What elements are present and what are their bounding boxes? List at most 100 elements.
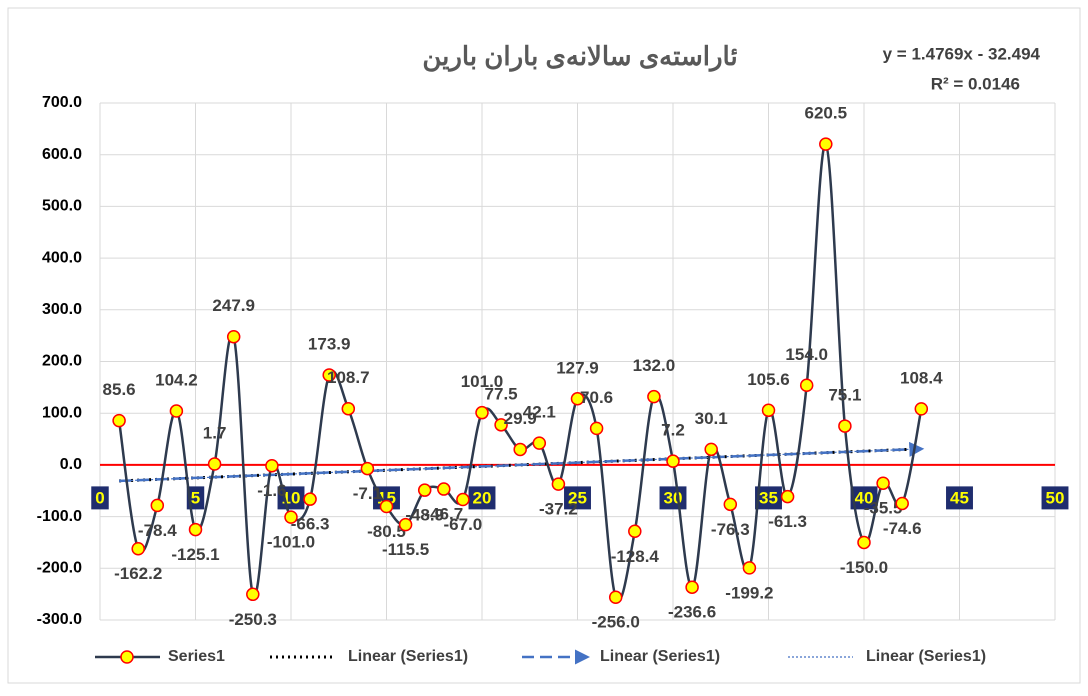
marker bbox=[322, 368, 336, 382]
marker bbox=[112, 413, 126, 428]
data-label: 7.2 bbox=[661, 421, 685, 440]
data-label: -76.3 bbox=[711, 520, 750, 539]
marker bbox=[914, 402, 929, 416]
data-label: 1.7 bbox=[203, 424, 227, 443]
y-tick-label: -200.0 bbox=[37, 560, 82, 577]
legend-label: Linear (Series1) bbox=[600, 648, 720, 665]
marker bbox=[494, 418, 508, 432]
data-label: -37.2 bbox=[539, 500, 578, 519]
y-tick-label: 300.0 bbox=[42, 301, 82, 318]
data-label: -67.0 bbox=[444, 515, 483, 534]
x-tick-label-bg bbox=[755, 486, 782, 510]
trend-equation: y = 1.4769x - 32.494 bbox=[883, 44, 1041, 63]
data-label: -162.2 bbox=[114, 564, 162, 583]
marker bbox=[284, 510, 298, 524]
data-label: -1.6 bbox=[257, 481, 286, 500]
data-label: -150.0 bbox=[840, 558, 888, 577]
x-tick-label: 20 bbox=[473, 488, 492, 507]
data-label: 104.2 bbox=[155, 371, 198, 390]
marker bbox=[513, 442, 527, 457]
x-tick-label-bg bbox=[850, 486, 878, 510]
legend: Series1 Linear (Series1) Linear (Series1) L… bbox=[95, 648, 986, 665]
marker bbox=[417, 483, 432, 497]
data-label: -250.3 bbox=[229, 610, 277, 629]
marker bbox=[265, 458, 279, 473]
data-label: 77.5 bbox=[485, 384, 518, 403]
data-label: 247.9 bbox=[212, 296, 255, 315]
y-tick-label: 500.0 bbox=[42, 198, 82, 215]
marker bbox=[799, 378, 814, 393]
marker bbox=[551, 477, 566, 491]
marker bbox=[628, 524, 642, 539]
x-tick-label-bg bbox=[373, 486, 400, 510]
trend-r2: R² = 0.0146 bbox=[931, 74, 1020, 93]
chart-border bbox=[7, 7, 1081, 684]
marker bbox=[761, 403, 776, 418]
data-label: 75.1 bbox=[828, 386, 861, 405]
marker bbox=[723, 497, 738, 512]
data-label: 29.9 bbox=[504, 409, 537, 428]
x-tick-label-bg bbox=[91, 486, 109, 510]
x-tick-label-bg bbox=[1041, 486, 1069, 510]
marker bbox=[360, 461, 375, 476]
data-label: 108.7 bbox=[327, 368, 370, 387]
x-tick-label: 25 bbox=[568, 488, 587, 507]
marker bbox=[780, 489, 795, 504]
x-tick-label-bg bbox=[946, 486, 973, 510]
x-tick-label: 0 bbox=[95, 488, 104, 507]
marker bbox=[589, 421, 604, 436]
data-label: 101.0 bbox=[461, 372, 504, 391]
marker bbox=[895, 496, 909, 511]
data-label: -74.6 bbox=[883, 519, 922, 538]
y-tick-label: -100.0 bbox=[37, 508, 82, 525]
data-label: -35.5 bbox=[864, 499, 903, 518]
marker bbox=[150, 498, 165, 513]
data-label: -199.2 bbox=[725, 583, 773, 602]
data-label: 127.9 bbox=[556, 358, 599, 377]
chart-title: ئاراستەی سالانەی باران بارین bbox=[422, 41, 737, 72]
marker bbox=[666, 454, 680, 468]
marker bbox=[169, 404, 184, 418]
y-tick-label: 100.0 bbox=[42, 404, 82, 421]
x-tick-label: 35 bbox=[759, 488, 778, 507]
marker bbox=[207, 457, 222, 471]
marker bbox=[131, 542, 145, 556]
y-tick-label: -300.0 bbox=[37, 611, 82, 628]
data-label: -48.9 bbox=[405, 506, 444, 525]
x-tick-label: 50 bbox=[1046, 488, 1065, 507]
legend-marker bbox=[120, 650, 134, 664]
y-tick-label: 600.0 bbox=[42, 146, 82, 163]
legend-label: Linear (Series1) bbox=[866, 648, 986, 665]
x-tick-label: 45 bbox=[950, 488, 969, 507]
marker bbox=[437, 482, 451, 496]
y-tick-label: 400.0 bbox=[42, 249, 82, 266]
marker bbox=[857, 535, 871, 550]
data-label: 173.9 bbox=[308, 334, 351, 353]
data-label: 30.1 bbox=[695, 409, 728, 428]
marker bbox=[398, 517, 413, 532]
legend-label: Linear (Series1) bbox=[348, 648, 468, 665]
y-tick-label: 700.0 bbox=[42, 94, 82, 111]
marker bbox=[704, 442, 718, 457]
x-tick-label: 5 bbox=[191, 488, 200, 507]
x-tick-label: 40 bbox=[855, 488, 874, 507]
data-label: -46.7 bbox=[424, 505, 463, 524]
marker bbox=[685, 580, 699, 594]
marker bbox=[608, 590, 623, 605]
marker bbox=[742, 561, 757, 575]
data-label: -128.4 bbox=[611, 547, 660, 566]
data-label: -256.0 bbox=[592, 613, 640, 632]
data-label: 42.1 bbox=[523, 403, 556, 422]
legend-label: Series1 bbox=[168, 648, 225, 665]
marker bbox=[246, 587, 260, 602]
marker bbox=[303, 492, 317, 506]
marker bbox=[475, 405, 489, 420]
data-label: 620.5 bbox=[805, 104, 848, 123]
marker bbox=[819, 137, 833, 151]
data-label: 105.6 bbox=[747, 370, 790, 389]
data-label: 70.6 bbox=[580, 388, 613, 407]
marker bbox=[188, 522, 203, 537]
trendline bbox=[119, 448, 922, 482]
marker bbox=[838, 419, 852, 433]
